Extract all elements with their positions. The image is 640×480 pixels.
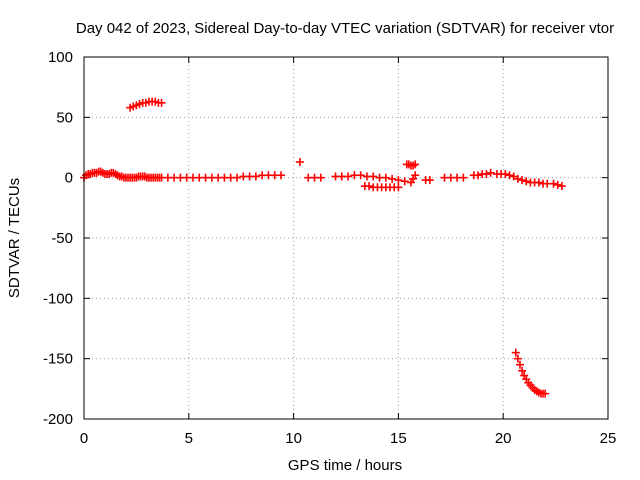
data-point	[557, 182, 566, 191]
data-point	[251, 172, 260, 181]
data-point	[394, 183, 403, 192]
y-tick-label: -100	[43, 290, 73, 307]
data-point	[459, 173, 468, 182]
data-point	[394, 176, 403, 185]
data-point	[381, 173, 390, 182]
data-point	[549, 179, 558, 188]
data-point	[486, 168, 495, 177]
data-point	[513, 174, 522, 183]
x-axis-ticks: 0 5 10 15 20 25	[80, 57, 617, 447]
data-point	[233, 173, 242, 182]
x-tick-label: 0	[80, 430, 88, 447]
data-series-sdtvar	[80, 97, 566, 398]
data-point	[511, 348, 520, 357]
data-point	[157, 98, 166, 107]
data-point	[513, 354, 522, 363]
data-point	[295, 157, 304, 166]
data-point	[522, 177, 531, 186]
y-axis-label: SDTVAR / TECUs	[6, 178, 23, 298]
data-point	[534, 178, 543, 187]
data-point	[505, 171, 514, 180]
data-point	[369, 172, 378, 181]
y-axis-ticks: 100 50 0 -50 -100 -150 -200	[43, 49, 608, 428]
x-tick-label: 5	[185, 430, 193, 447]
data-point	[316, 173, 325, 182]
data-point	[553, 180, 562, 189]
y-tick-label: 50	[56, 109, 73, 126]
data-point	[400, 177, 409, 186]
x-tick-label: 25	[600, 430, 617, 447]
data-point	[388, 174, 397, 183]
y-tick-label: -50	[51, 230, 73, 247]
data-point	[474, 171, 483, 180]
x-tick-label: 15	[390, 430, 407, 447]
x-tick-label: 10	[285, 430, 302, 447]
y-tick-label: -150	[43, 351, 73, 368]
x-tick-label: 20	[495, 430, 512, 447]
data-point	[501, 170, 510, 179]
data-point	[515, 360, 524, 369]
data-point	[356, 171, 365, 180]
data-point	[482, 170, 491, 179]
data-point	[365, 182, 374, 191]
data-point	[344, 172, 353, 181]
chart-title: Day 042 of 2023, Sidereal Day-to-day VTE…	[76, 20, 614, 37]
data-point	[518, 366, 527, 375]
data-point	[411, 160, 420, 169]
x-axis-label: GPS time / hours	[288, 457, 402, 474]
gridlines	[84, 57, 608, 419]
data-point	[411, 171, 420, 180]
y-tick-label: 0	[65, 170, 73, 187]
y-tick-label: 100	[48, 49, 73, 66]
data-point	[425, 176, 434, 185]
y-tick-label: -200	[43, 411, 73, 428]
data-point	[541, 389, 550, 398]
plot-frame	[83, 56, 609, 420]
data-point	[518, 176, 527, 185]
data-point	[277, 171, 286, 180]
data-point	[509, 172, 518, 181]
